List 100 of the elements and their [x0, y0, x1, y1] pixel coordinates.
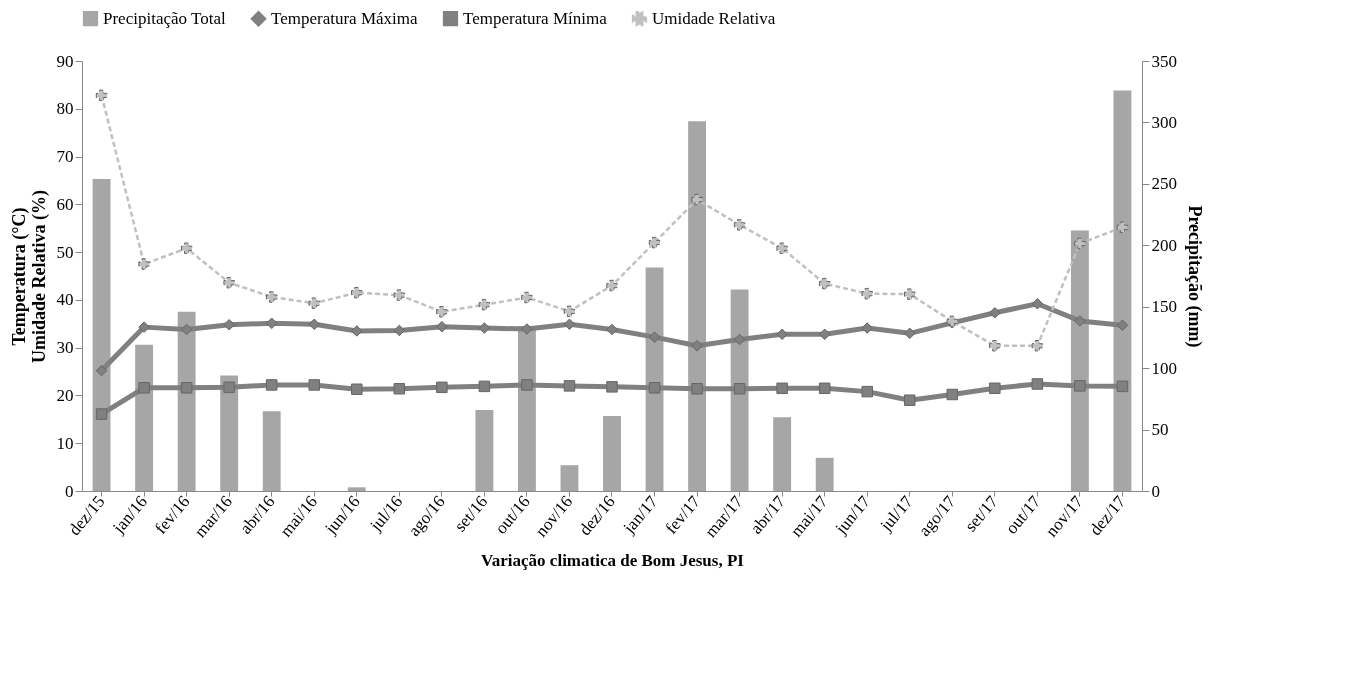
point — [776, 328, 788, 341]
point — [351, 325, 363, 337]
point — [436, 381, 448, 394]
bar — [773, 417, 792, 491]
point — [223, 381, 235, 394]
point — [265, 379, 278, 391]
bar — [560, 465, 579, 491]
point — [818, 277, 831, 290]
point — [776, 242, 788, 255]
legend-label: Temperatura Máxima — [271, 8, 418, 28]
point — [223, 318, 235, 331]
point — [606, 279, 618, 292]
point — [563, 305, 576, 318]
point — [95, 364, 108, 377]
point — [436, 306, 448, 318]
y-tick-label: 50 — [56, 242, 74, 262]
point — [521, 323, 533, 335]
point — [904, 394, 916, 406]
bar — [688, 121, 706, 491]
point — [691, 340, 703, 352]
point — [648, 236, 661, 249]
point — [1116, 380, 1129, 393]
point — [478, 380, 491, 393]
point — [223, 276, 235, 289]
point — [946, 388, 959, 401]
point — [1031, 297, 1044, 310]
point — [308, 297, 320, 309]
point — [308, 379, 320, 391]
point — [1031, 378, 1044, 390]
point — [180, 323, 193, 336]
point — [1116, 319, 1129, 331]
bar — [347, 487, 366, 491]
point — [776, 382, 788, 395]
bar — [645, 267, 664, 491]
point — [1116, 221, 1129, 234]
y-axis-title: Temperatura (°C) Umidade Relativa (%) — [8, 190, 50, 363]
x-axis-title: Variação climatica de Bom Jesus, PI — [481, 550, 745, 570]
point — [861, 322, 873, 334]
y2-tick-label: 350 — [1151, 51, 1177, 71]
point — [606, 323, 618, 336]
point — [180, 382, 193, 394]
point — [393, 324, 406, 337]
point — [351, 383, 363, 395]
point — [478, 322, 491, 334]
bar — [177, 311, 196, 491]
y2-tick-label: 0 — [1151, 481, 1160, 501]
bar — [1070, 230, 1089, 491]
point — [265, 317, 278, 330]
point — [1031, 340, 1044, 352]
y-tick-label: 0 — [65, 481, 74, 501]
y-tick-label: 40 — [56, 290, 74, 310]
bar — [603, 416, 621, 491]
y-tick-label: 30 — [56, 338, 74, 358]
point — [436, 320, 448, 333]
point — [308, 318, 320, 330]
point — [648, 331, 661, 343]
point — [733, 333, 746, 346]
point — [563, 380, 576, 392]
point — [563, 318, 576, 330]
point — [138, 382, 150, 394]
point — [989, 340, 1001, 352]
point — [989, 382, 1001, 395]
bar — [815, 457, 834, 491]
y2-tick-label: 250 — [1151, 174, 1177, 194]
bar — [262, 411, 281, 491]
point — [1074, 315, 1086, 327]
point — [691, 193, 703, 206]
point — [393, 289, 406, 301]
y-tick-label: 70 — [56, 147, 74, 167]
y-tick-label: 80 — [56, 99, 74, 119]
point — [691, 383, 703, 395]
bar — [1113, 90, 1132, 491]
point — [521, 379, 533, 391]
point — [904, 288, 916, 300]
y-tick-label: 20 — [56, 385, 74, 405]
bar — [92, 178, 111, 491]
y2-tick-label: 50 — [1151, 420, 1169, 440]
point — [351, 286, 363, 299]
point — [989, 307, 1001, 319]
point — [861, 385, 873, 398]
point — [95, 408, 108, 420]
point — [733, 383, 746, 395]
point — [265, 291, 278, 303]
y2-tick-label: 300 — [1151, 112, 1177, 132]
point — [818, 328, 831, 341]
point — [180, 242, 193, 255]
point — [95, 89, 108, 102]
point — [521, 291, 533, 304]
bar — [475, 409, 494, 491]
point — [393, 383, 406, 395]
y-tick-label: 90 — [56, 51, 74, 71]
point — [1074, 380, 1086, 392]
point — [138, 321, 150, 333]
legend-label: Temperatura Mínima — [463, 8, 608, 28]
y-tick-label: 60 — [56, 194, 74, 214]
bar — [730, 289, 749, 491]
point — [904, 327, 916, 340]
point — [648, 382, 661, 394]
y2-axis-title: Precipitação (mm) — [1184, 205, 1205, 348]
legend-label: Umidade Relativa — [652, 8, 776, 28]
